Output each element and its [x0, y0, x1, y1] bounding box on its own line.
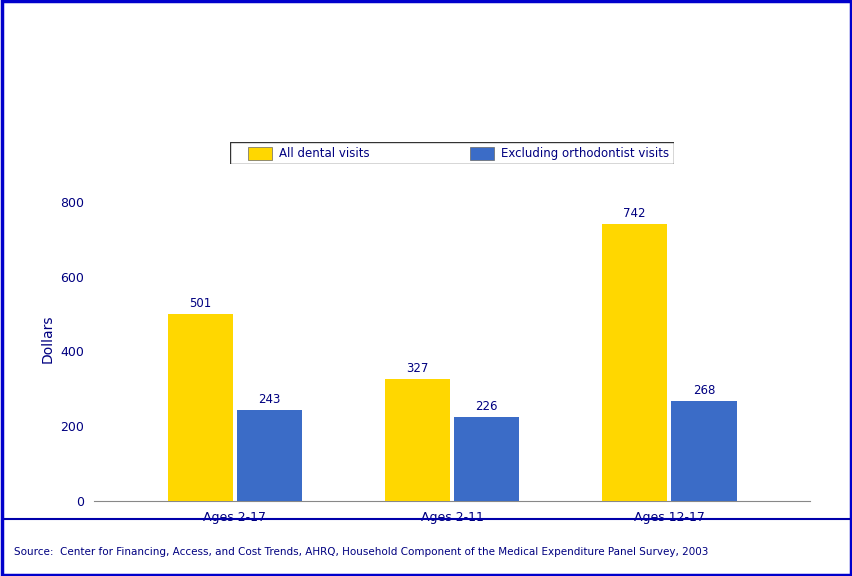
FancyBboxPatch shape: [230, 142, 673, 164]
Y-axis label: Dollars: Dollars: [41, 314, 55, 363]
Text: 243: 243: [258, 393, 280, 407]
Text: Advancing
Excellence in
Health Care: Advancing Excellence in Health Care: [122, 71, 168, 91]
Text: Excluding orthodontist visits: Excluding orthodontist visits: [500, 147, 668, 160]
Text: 268: 268: [692, 384, 714, 397]
Text: Source:  Center for Financing, Access, and Cost Trends, AHRQ, Household Componen: Source: Center for Financing, Access, an…: [14, 547, 708, 556]
Text: Figure 2. Average expense per child with a dental visit and: Figure 2. Average expense per child with…: [241, 42, 794, 60]
Text: expense for children ages 2–17, United States, 2003: expense for children ages 2–17, United S…: [273, 97, 763, 116]
Text: 501: 501: [189, 297, 211, 310]
Bar: [454, 416, 519, 501]
Text: 742: 742: [623, 207, 645, 220]
Text: All dental visits: All dental visits: [279, 147, 369, 160]
Bar: [237, 410, 302, 501]
Text: 327: 327: [406, 362, 428, 375]
FancyBboxPatch shape: [469, 147, 493, 160]
FancyBboxPatch shape: [248, 147, 272, 160]
Text: 226: 226: [475, 400, 498, 413]
Text: AHRQ: AHRQ: [120, 35, 170, 50]
Bar: [168, 314, 233, 501]
Bar: [671, 401, 735, 501]
Bar: [384, 379, 449, 501]
Bar: [602, 223, 666, 501]
